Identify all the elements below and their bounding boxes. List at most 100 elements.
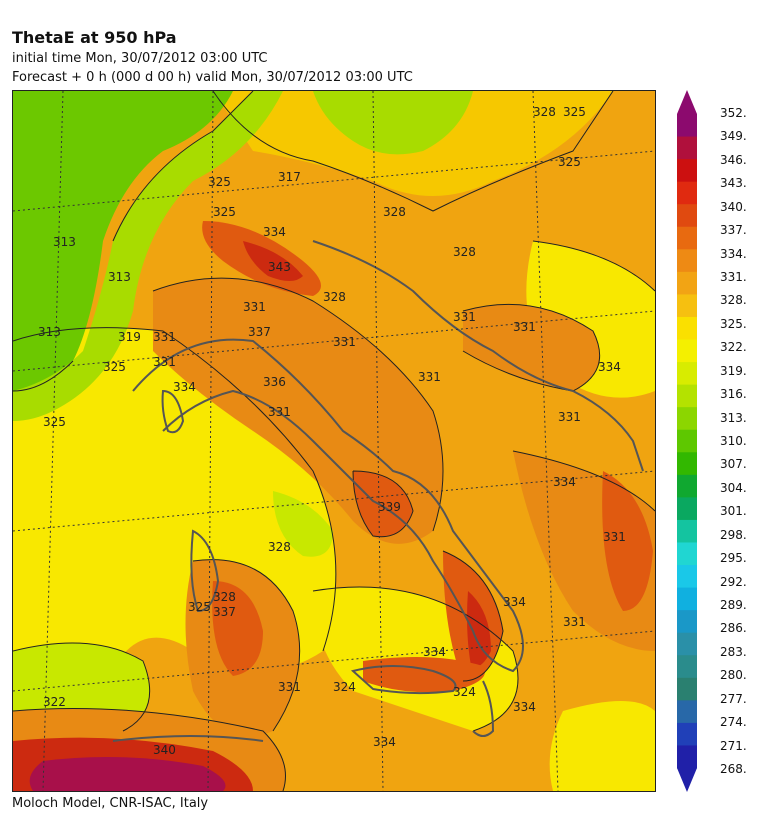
field-magenta-southwest <box>29 757 226 791</box>
field-light-green-north <box>313 91 473 155</box>
colorbar-tick-label: 328. <box>720 293 747 308</box>
colorbar-tick-label: 298. <box>720 527 747 542</box>
colorbar-swatch <box>677 429 697 453</box>
contour-label: 313 <box>38 325 61 339</box>
colorbar-tick-label: 334. <box>720 246 747 261</box>
contour-label: 322 <box>43 695 66 709</box>
chart-title: ThetaE at 950 hPa <box>12 28 177 47</box>
colorbar-swatch <box>677 497 697 521</box>
colorbar-swatch <box>677 316 697 341</box>
contour-label: 331 <box>243 300 266 314</box>
colorbar-swatch <box>677 159 697 183</box>
contour-label: 331 <box>268 405 291 419</box>
contour-label: 339 <box>378 500 401 514</box>
forecast-valid-time: Forecast + 0 h (000 d 00 h) valid Mon, 3… <box>12 70 413 85</box>
colorbar-tick-label: 283. <box>720 644 747 659</box>
contour-label: 331 <box>453 310 476 324</box>
contour-label: 334 <box>503 595 526 609</box>
colorbar-swatch <box>677 610 697 634</box>
colorbar-tick-label: 289. <box>720 598 747 612</box>
colorbar-tick-label: 346. <box>720 152 747 167</box>
colorbar-swatch <box>677 722 697 746</box>
colorbar-tick-label: 319. <box>720 363 747 378</box>
colorbar-tick-label: 295. <box>720 551 747 566</box>
contour-label: 336 <box>263 375 286 389</box>
colorbar-tick-label: 343. <box>720 176 747 191</box>
colorbar-max-arrow <box>677 90 697 114</box>
colorbar-tick-label: 337. <box>720 223 747 238</box>
colorbar-swatch <box>677 474 697 498</box>
field-yellow-southeast <box>549 701 655 791</box>
colorbar-tick-label: 286. <box>720 621 747 636</box>
contour-label: 325 <box>188 600 211 614</box>
colorbar-swatch <box>677 655 697 679</box>
colorbar-tick-label: 349. <box>720 129 747 144</box>
contour-label: 328 <box>383 205 406 219</box>
contour-label: 334 <box>373 735 396 749</box>
colorbar-swatch <box>677 677 697 701</box>
contour-label: 334 <box>423 645 446 659</box>
colorbar-tick-label: 280. <box>720 668 747 683</box>
field-green-northwest <box>13 91 233 391</box>
colorbar-tick-label: 304. <box>720 480 747 495</box>
colorbar-swatch <box>677 136 697 160</box>
colorbar-swatch <box>677 519 697 543</box>
colorbar-swatch <box>677 700 697 724</box>
colorbar-swatch <box>677 181 697 205</box>
contour-label: 331 <box>513 320 536 334</box>
contour-label: 324 <box>453 685 476 699</box>
colorbar-tick-label: 301. <box>720 504 747 519</box>
field-lime-central <box>273 491 333 557</box>
colorbar-tick-label: 316. <box>720 387 747 402</box>
contour-label: 331 <box>153 355 176 369</box>
field-red-italy <box>467 591 491 667</box>
colorbar-tick-label: 331. <box>720 270 747 284</box>
colorbar-tick-label: 325. <box>720 316 747 331</box>
contour-label: 328 <box>453 245 476 259</box>
colorbar-tick-label: 340. <box>720 199 747 214</box>
contour-label: 325 <box>208 175 231 189</box>
colorbar-swatch <box>677 632 697 656</box>
colorbar-min-arrow <box>677 768 697 792</box>
contour-label: 325 <box>563 105 586 119</box>
colorbar-tick-label: 268. <box>720 762 747 776</box>
contour-label: 331 <box>153 330 176 344</box>
field-red-alps <box>243 241 303 281</box>
colorbar-swatch <box>677 565 697 589</box>
colorbar-swatch <box>677 542 697 566</box>
contour-label: 340 <box>153 743 176 757</box>
contour-label: 328 <box>213 590 236 604</box>
colorbar-swatch <box>677 587 697 611</box>
colorbar-tick-label: 274. <box>720 715 747 730</box>
contour-label: 337 <box>248 325 271 339</box>
colorbar-swatch <box>677 249 697 273</box>
contour-label: 328 <box>323 290 346 304</box>
contour-label: 331 <box>418 370 441 384</box>
colorbar-swatch <box>677 745 697 769</box>
contour-label: 334 <box>173 380 196 394</box>
contour-label: 334 <box>513 700 536 714</box>
contour-label: 331 <box>558 410 581 424</box>
contour-label: 334 <box>553 475 576 489</box>
colorbar-tick-label: 352. <box>720 106 747 120</box>
model-credit: Moloch Model, CNR-ISAC, Italy <box>12 796 209 811</box>
contour-label: 313 <box>53 235 76 249</box>
contour-label: 325 <box>558 155 581 169</box>
colorbar-swatch <box>677 271 697 295</box>
contour-label: 331 <box>603 530 626 544</box>
contour-label: 331 <box>563 615 586 629</box>
contour-label: 334 <box>598 360 621 374</box>
colorbar-swatch <box>677 362 697 386</box>
colorbar-swatch <box>677 114 697 138</box>
colorbar-swatch <box>677 339 697 363</box>
field-red-orange-adriatic <box>353 471 413 537</box>
contour-label: 328 <box>533 105 556 119</box>
colorbar-tick-label: 313. <box>720 410 747 425</box>
contour-label: 343 <box>268 260 291 274</box>
colorbar-swatch <box>677 226 697 250</box>
colorbar-swatch <box>677 407 697 431</box>
colorbar-swatch <box>677 384 697 408</box>
thetae-map: 325 325 325 325 325 325 325 322 328 328 328 328 328 3… <box>12 90 656 792</box>
colorbar-tick-label: 277. <box>720 691 747 706</box>
contour-label: 325 <box>213 205 236 219</box>
